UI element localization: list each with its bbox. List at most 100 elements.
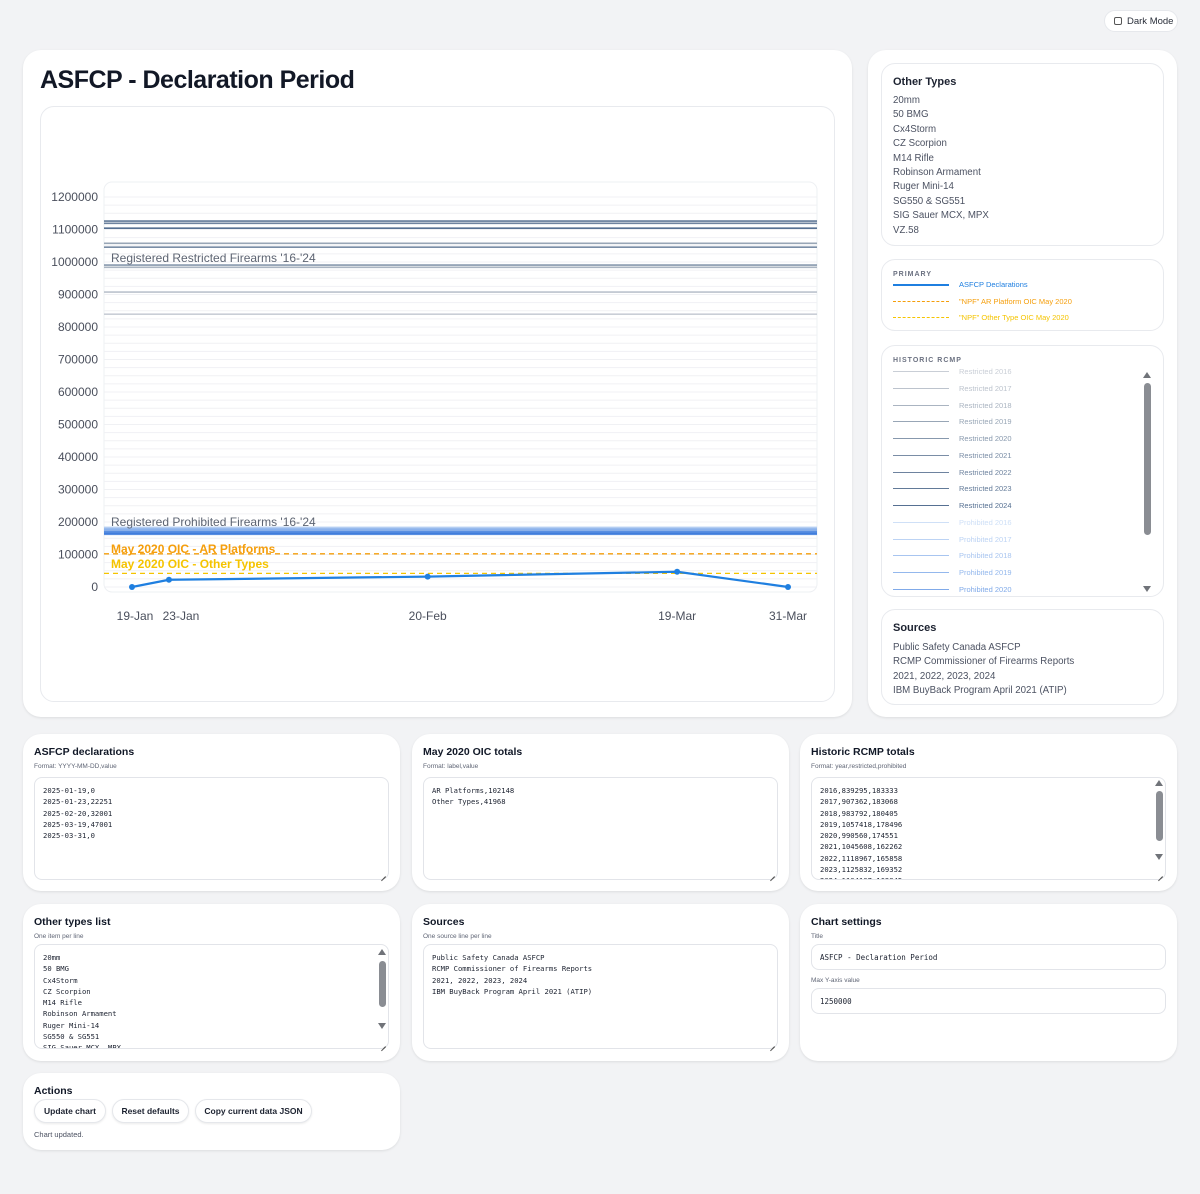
legend-label: Restricted 2023 (959, 484, 1012, 494)
resize-handle-icon[interactable] (1156, 870, 1164, 878)
scroll-down-icon[interactable] (378, 1023, 386, 1029)
title-input[interactable]: ASFCP - Declaration Period (811, 944, 1166, 970)
y-tick-label: 800000 (58, 320, 98, 334)
legend-item[interactable]: Restricted 2022 (893, 468, 1012, 477)
other-types-textarea[interactable]: 20mm 50 BMG Cx4Storm CZ Scorpion M14 Rif… (34, 944, 389, 1049)
chart-settings-panel: Chart settings Title ASFCP - Declaration… (800, 904, 1177, 1061)
dark-mode-checkbox[interactable] (1114, 17, 1122, 25)
sources-title: Sources (893, 622, 937, 634)
data-point[interactable] (424, 573, 431, 580)
historic-legend-heading: HISTORIC RCMP (893, 357, 962, 364)
scroll-thumb[interactable] (1144, 383, 1151, 535)
legend-swatch (893, 505, 949, 506)
y-tick-label: 400000 (58, 450, 98, 464)
legend-swatch (893, 404, 949, 406)
legend-item[interactable]: Restricted 2024 (893, 501, 1012, 510)
source-line: IBM BuyBack Program April 2021 (ATIP) (893, 685, 1067, 697)
legend-item[interactable]: Restricted 2017 (893, 384, 1012, 393)
historic-textarea-scrollbar[interactable] (1154, 778, 1164, 878)
legend-item[interactable]: Restricted 2020 (893, 434, 1012, 443)
resize-handle-icon[interactable] (379, 1040, 387, 1048)
max-y-input[interactable]: 1250000 (811, 988, 1166, 1014)
scroll-thumb[interactable] (1156, 791, 1163, 841)
dark-mode-label: Dark Mode (1127, 15, 1174, 27)
other-types-panel-hint: One item per line (34, 933, 84, 940)
historic-legend: HISTORIC RCMP Restricted 2016 Restricted … (881, 345, 1164, 597)
other-type-item: M14 Rifle (893, 152, 934, 164)
y-tick-label: 1200000 (51, 190, 98, 204)
legend-item[interactable]: Restricted 2016 (893, 367, 1012, 376)
copy-json-button[interactable]: Copy current data JSON (195, 1099, 312, 1123)
legend-label: Prohibited 2018 (959, 551, 1012, 561)
legend-swatch (893, 317, 949, 318)
actions-title: Actions (34, 1085, 73, 1097)
data-point[interactable] (129, 584, 135, 590)
other-types-list: 20mm 50 BMG Cx4Storm CZ Scorpion M14 Rifle Ro… (893, 94, 989, 238)
data-point[interactable] (785, 584, 791, 590)
legend-item[interactable]: Prohibited 2018 (893, 551, 1012, 560)
data-point[interactable] (165, 576, 172, 583)
scroll-up-icon[interactable] (378, 949, 386, 955)
scroll-down-icon[interactable] (1143, 586, 1151, 592)
sources-list: Public Safety Canada ASFCP RCMP Commissio… (893, 641, 1074, 699)
legend-swatch (893, 421, 949, 423)
y-tick-label: 200000 (58, 515, 98, 529)
other-types-card: Other Types 20mm 50 BMG Cx4Storm CZ Scorpio… (881, 63, 1164, 246)
status-text: Chart updated. (34, 1130, 84, 1139)
asfcp-textarea[interactable]: 2025-01-19,0 2025-01-23,22251 2025-02-20… (34, 777, 389, 880)
legend-item[interactable]: Prohibited 2019 (893, 568, 1012, 577)
scroll-down-icon[interactable] (1155, 854, 1163, 860)
sources-textarea[interactable]: Public Safety Canada ASFCP RCMP Commissi… (423, 944, 778, 1049)
x-tick-label: 31-Mar (769, 609, 807, 623)
historic-textarea[interactable]: 2016,839295,183333 2017,907362,183068 20… (811, 777, 1166, 880)
scroll-up-icon[interactable] (1143, 372, 1151, 378)
legend-swatch (893, 555, 949, 557)
legend-label: Prohibited 2019 (959, 568, 1012, 577)
legend-item[interactable]: Restricted 2023 (893, 484, 1012, 493)
x-tick-label: 23-Jan (163, 609, 200, 623)
historic-legend-scrollbar[interactable] (1142, 368, 1152, 594)
historic-panel: Historic RCMP totals Format: year,restri… (800, 734, 1177, 891)
resize-handle-icon[interactable] (768, 870, 776, 878)
resize-handle-icon[interactable] (768, 1040, 776, 1048)
update-chart-button[interactable]: Update chart (34, 1099, 106, 1123)
legend-item[interactable]: Restricted 2019 (893, 417, 1012, 426)
other-types-title: Other Types (893, 76, 957, 88)
legend-label: "NPF" Other Type OIC May 2020 (959, 313, 1069, 322)
data-point[interactable] (674, 568, 681, 575)
legend-item[interactable]: Restricted 2018 (893, 401, 1012, 410)
legend-item[interactable]: "NPF" Other Type OIC May 2020 (893, 313, 1069, 322)
x-tick-label: 19-Mar (658, 609, 696, 623)
y-tick-label: 700000 (58, 353, 98, 367)
other-types-panel: Other types list One item per line 20mm … (23, 904, 400, 1061)
legend-item[interactable]: Prohibited 2020 (893, 585, 1012, 594)
legend-item[interactable]: Prohibited 2017 (893, 535, 1012, 544)
legend-item[interactable]: "NPF" AR Platform OIC May 2020 (893, 297, 1072, 306)
dark-mode-toggle[interactable]: Dark Mode (1104, 10, 1178, 32)
y-tick-label: 500000 (58, 418, 98, 432)
scroll-thumb[interactable] (379, 961, 386, 1007)
legend-item[interactable]: Prohibited 2016 (893, 518, 1012, 527)
legend-swatch (893, 588, 949, 590)
legend-swatch (893, 572, 949, 573)
legend-item[interactable]: ASFCP Declarations (893, 280, 1028, 289)
other-types-textarea-scrollbar[interactable] (377, 947, 387, 1047)
legend-item[interactable]: Restricted 2021 (893, 451, 1012, 460)
oic-textarea[interactable]: AR Platforms,102148 Other Types,41968 (423, 777, 778, 880)
restricted-annotation: Registered Restricted Firearms '16-'24 (111, 251, 316, 265)
legend-label: Prohibited 2016 (959, 517, 1012, 527)
other-type-item: Robinson Armament (893, 167, 981, 179)
scroll-up-icon[interactable] (1155, 780, 1163, 786)
y-tick-label: 100000 (58, 548, 98, 562)
other-type-item: 20mm (893, 95, 920, 106)
legend-swatch (893, 454, 949, 456)
resize-handle-icon[interactable] (379, 870, 387, 878)
legend-swatch (893, 471, 949, 473)
legend-swatch (893, 438, 949, 439)
legend-label: Restricted 2020 (959, 434, 1012, 443)
other-type-item: Cx4Storm (893, 123, 937, 135)
legend-label: Restricted 2021 (959, 450, 1012, 460)
asfcp-panel-title: ASFCP declarations (34, 746, 135, 758)
primary-legend: PRIMARY ASFCP Declarations "NPF" AR Platf… (881, 259, 1164, 331)
reset-defaults-button[interactable]: Reset defaults (112, 1099, 189, 1123)
